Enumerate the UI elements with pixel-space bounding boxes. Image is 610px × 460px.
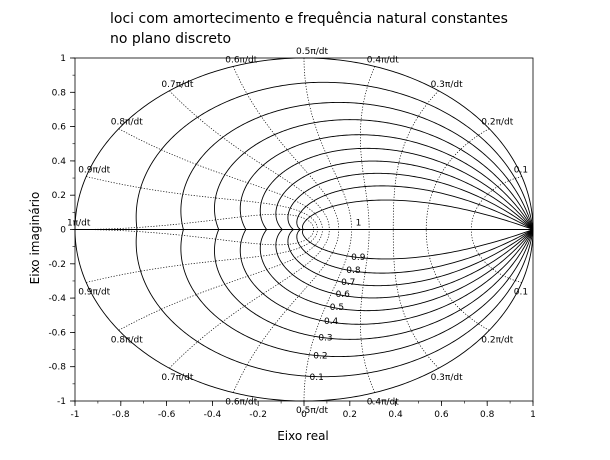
frequency-label-upper-3: 0.4π/dt — [367, 55, 399, 65]
frequency-locus-upper-3 — [360, 66, 376, 230]
frequency-label-upper-2: 0.3π/dt — [431, 80, 463, 90]
x-tick-label-1: -0.8 — [112, 410, 130, 420]
damping-locus-lower-2 — [180, 229, 534, 358]
frequency-locus-lower-8 — [86, 229, 318, 283]
frequency-locus-lower-5 — [232, 229, 340, 393]
frequency-locus-lower-0 — [470, 229, 522, 283]
frequency-locus-lower-4 — [303, 229, 352, 402]
y-tick-label-5: 0 — [60, 226, 66, 236]
y-tick-label-3: -0.4 — [48, 294, 66, 304]
frequency-locus-lower-3 — [360, 229, 376, 393]
curves-group — [74, 57, 534, 402]
x-tick-label-2: -0.6 — [158, 410, 176, 420]
frequency-label-lower-1: 0.2π/dt — [481, 335, 513, 345]
frequency-locus-upper-1 — [425, 128, 490, 230]
x-tick-label-3: -0.4 — [204, 410, 222, 420]
y-tick-label-8: 0.6 — [52, 123, 67, 133]
x-axis-label: Eixo real — [277, 429, 329, 443]
frequency-label-lower-4: 0.5π/dt — [296, 406, 328, 416]
frequency-locus-lower-7 — [118, 229, 323, 331]
frequency-label-upper-7: 0.8π/dt — [111, 118, 143, 128]
damping-locus-lower-8 — [296, 229, 534, 274]
y-axis-label: Eixo imaginário — [28, 192, 42, 285]
frequency-locus-upper-7 — [118, 128, 323, 230]
frequency-label-lower-2: 0.3π/dt — [431, 373, 463, 383]
frequency-locus-upper-5 — [232, 66, 340, 230]
y-tick-label-7: 0.4 — [52, 157, 67, 167]
y-tick-label-10: 1 — [60, 54, 66, 64]
frequency-label-upper-4: 0.5π/dt — [296, 47, 328, 57]
frequency-locus-upper-8 — [86, 176, 318, 230]
damping-label-9: 1 — [356, 219, 362, 229]
damping-locus-lower-3 — [214, 229, 534, 340]
damping-label-8: 0.9 — [351, 253, 366, 263]
damping-locus-lower-4 — [239, 229, 534, 325]
frequency-label-upper-8: 0.9π/dt — [78, 166, 110, 176]
frequency-locus-lower-9 — [74, 229, 315, 246]
frequency-locus-upper-0 — [470, 176, 522, 230]
annotations-group: 0.1 0.2 0.3 0.4 0.5 0.6 0.7 0.8 0.9 1 0.1 0.1 0.2π/d… — [67, 47, 528, 416]
frequency-locus-upper-4 — [303, 57, 352, 230]
frequency-label-lower-0: 0.1 — [514, 287, 528, 297]
frequency-label-lower-8: 0.9π/dt — [78, 287, 110, 297]
x-tick-label-9: 0.8 — [480, 410, 495, 420]
y-tick-label-6: 0.2 — [52, 191, 66, 201]
x-tick-label-6: 0.2 — [343, 410, 357, 420]
frequency-label-lower-7: 0.8π/dt — [111, 335, 143, 345]
y-tick-label-4: -0.2 — [48, 260, 66, 270]
damping-label-6: 0.7 — [341, 278, 355, 288]
frequency-label-lower-5: 0.6π/dt — [225, 398, 257, 408]
damping-locus-upper-1 — [135, 81, 534, 230]
damping-label-5: 0.6 — [336, 290, 351, 300]
x-tick-label-5: 0 — [301, 410, 307, 420]
y-tick-label-1: -0.8 — [48, 363, 66, 373]
frequency-label-upper-1: 0.2π/dt — [481, 118, 513, 128]
damping-locus-lower-7 — [287, 229, 534, 287]
frequency-locus-upper-9 — [74, 213, 315, 230]
damping-locus-lower-5 — [259, 229, 534, 312]
damping-locus-upper-8 — [296, 185, 534, 230]
damping-label-0: 0.1 — [310, 373, 324, 383]
damping-locus-upper-4 — [239, 134, 534, 230]
frequency-label-upper-6: 0.7π/dt — [161, 80, 193, 90]
damping-label-7: 0.8 — [346, 266, 361, 276]
frequency-label-upper-5: 0.6π/dt — [225, 55, 257, 65]
chart-title: loci com amortecimento e frequência natu… — [110, 11, 508, 47]
frequency-label-lower-3: 0.4π/dt — [367, 398, 399, 408]
damping-label-1: 0.2 — [313, 352, 327, 362]
damping-locus-upper-6 — [275, 160, 534, 230]
frequency-label-upper-9: 1π/dt — [67, 219, 91, 229]
x-tick-label-0: -1 — [71, 410, 80, 420]
damping-label-2: 0.3 — [318, 333, 332, 343]
frequency-label-lower-6: 0.7π/dt — [161, 373, 193, 383]
y-tick-label-9: 0.8 — [52, 88, 67, 98]
y-tick-label-2: -0.6 — [48, 328, 66, 338]
damping-locus-lower-1 — [135, 229, 534, 378]
frequency-locus-lower-1 — [425, 229, 490, 331]
damping-locus-upper-5 — [259, 147, 534, 230]
damping-label-4: 0.5 — [330, 303, 344, 313]
damping-locus-upper-7 — [287, 172, 534, 230]
damping-label-3: 0.4 — [324, 317, 339, 327]
x-tick-label-8: 0.6 — [434, 410, 449, 420]
x-tick-label-4: -0.2 — [249, 410, 267, 420]
x-tick-label-10: 1 — [530, 410, 536, 420]
damping-locus-lower-6 — [275, 229, 534, 299]
y-tick-label-0: -1 — [57, 397, 66, 407]
damping-locus-upper-3 — [214, 119, 534, 230]
damping-locus-upper-2 — [180, 101, 534, 230]
axes-group: -1-1-0.8-0.8-0.6-0.6-0.4-0.4-0.2-0.2000.… — [48, 54, 535, 420]
x-tick-label-7: 0.4 — [388, 410, 403, 420]
frequency-label-upper-0: 0.1 — [514, 166, 528, 176]
